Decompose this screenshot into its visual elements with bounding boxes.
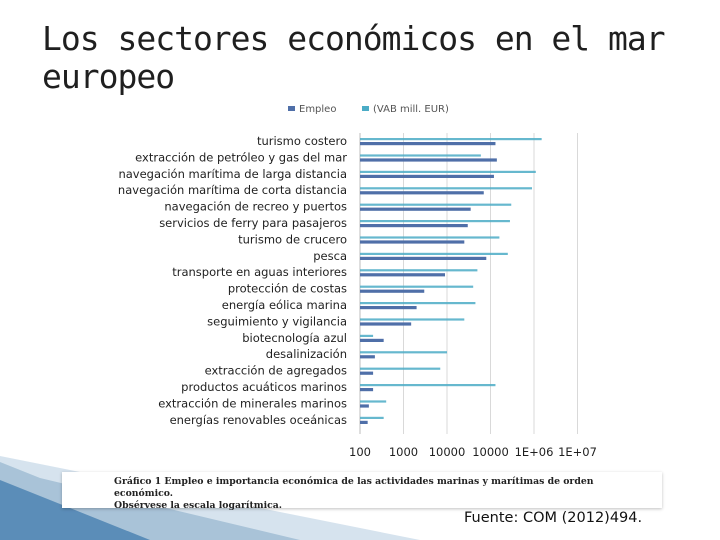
bar-vab (360, 138, 542, 141)
title-line-1: Los sectores económicos en el mar (42, 19, 666, 58)
category-label: navegación de recreo y puertos (164, 200, 347, 214)
legend-label-empleo: Empleo (299, 104, 336, 115)
category-label: servicios de ferry para pasajeros (159, 216, 347, 230)
bar-empleo (360, 355, 375, 359)
bar-vab (360, 367, 441, 370)
bar-empleo (360, 404, 369, 408)
caption-line-1: Gráfico 1 Empleo e importancia económica… (114, 476, 594, 499)
figure-caption: Gráfico 1 Empleo e importancia económica… (62, 472, 662, 511)
bar-vab (360, 334, 374, 337)
x-tick-label: 1000 (389, 445, 418, 459)
category-label: navegación marítima de corta distancia (118, 183, 347, 197)
bar-vab (360, 302, 476, 305)
bar-vab (360, 236, 500, 239)
x-tick-label: 10000 (429, 445, 466, 459)
bar-vab (360, 269, 478, 272)
bar-empleo (360, 289, 425, 293)
bar-empleo (360, 224, 468, 228)
bar-empleo (360, 240, 465, 244)
category-label: desalinización (266, 347, 347, 361)
bar-vab (360, 384, 496, 387)
bar-empleo (360, 207, 471, 211)
caption-line-2: Obsérvese la escala logarítmica. (114, 500, 283, 511)
slide-title: Los sectores económicos en el mar europe… (42, 20, 702, 96)
x-tick-label: 10000 (472, 445, 509, 459)
category-label: biotecnología azul (242, 331, 347, 345)
title-line-2: europeo (42, 57, 175, 96)
bar-vab (360, 154, 481, 157)
bar-empleo (360, 306, 417, 310)
bar-vab (360, 187, 533, 190)
bar-empleo (360, 273, 446, 277)
category-label: turismo costero (257, 134, 347, 148)
category-label: energía eólica marina (222, 298, 347, 312)
bar-empleo (360, 158, 497, 162)
bar-vab (360, 252, 508, 255)
category-label: turismo de crucero (238, 232, 347, 246)
category-label: transporte en aguas interiores (172, 265, 347, 279)
bar-vab (360, 220, 510, 223)
bar-vab (360, 416, 384, 419)
bar-vab (360, 400, 387, 403)
category-label: extracción de agregados (205, 364, 347, 378)
x-tick-label: 100 (349, 445, 371, 459)
category-label: pesca (313, 249, 347, 263)
category-label: protección de costas (228, 282, 347, 296)
category-label: energías renovables oceánicas (170, 413, 347, 427)
legend-swatch-empleo (288, 106, 295, 111)
category-label: seguimiento y vigilancia (207, 314, 347, 328)
bar-empleo (360, 338, 384, 342)
legend-swatch-vab (362, 106, 369, 111)
category-label: navegación marítima de larga distancia (118, 167, 347, 181)
bar-empleo (360, 420, 368, 424)
bar-empleo (360, 174, 494, 178)
bar-chart: Empleo (VAB mill. EUR) turismo costero ex… (118, 104, 597, 459)
bar-empleo (360, 388, 374, 392)
bar-empleo (360, 191, 484, 195)
x-tick-label: 1E+07 (558, 445, 597, 459)
category-label: extracción de petróleo y gas del mar (135, 150, 347, 164)
source-note: Fuente: COM (2012)494. (464, 510, 643, 526)
bar-empleo (360, 256, 487, 260)
x-tick-label: 1E+06 (515, 445, 554, 459)
bar-vab (360, 203, 512, 206)
legend: Empleo (VAB mill. EUR) (288, 104, 449, 115)
bar-vab (360, 351, 447, 354)
category-label: productos acuáticos marinos (181, 380, 347, 394)
bar-vab (360, 170, 536, 173)
bar-empleo (360, 371, 374, 375)
bar-empleo (360, 322, 412, 326)
category-label: extracción de minerales marinos (158, 396, 347, 410)
bar-empleo (360, 142, 496, 146)
legend-label-vab: (VAB mill. EUR) (373, 104, 449, 115)
bar-vab (360, 285, 474, 288)
bar-vab (360, 318, 465, 321)
